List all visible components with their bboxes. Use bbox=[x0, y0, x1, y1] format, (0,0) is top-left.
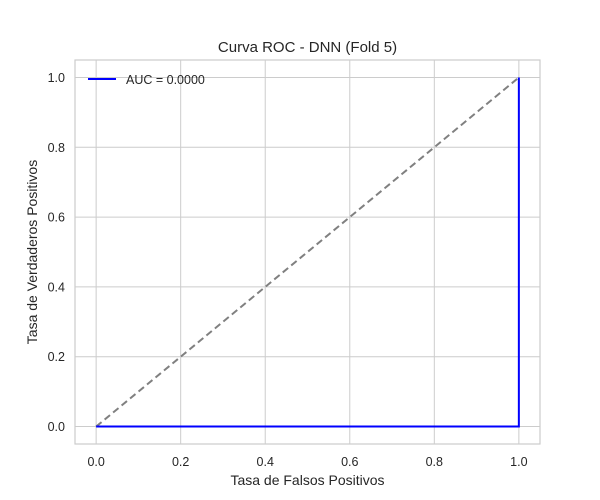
series-layer bbox=[95, 76, 520, 428]
chart-title: Curva ROC - DNN (Fold 5) bbox=[218, 39, 397, 56]
y-tick-label: 0.4 bbox=[48, 280, 65, 294]
legend: AUC = 0.0000 bbox=[88, 73, 205, 87]
y-tick-label: 0.6 bbox=[48, 211, 65, 225]
plot-frame bbox=[74, 59, 541, 445]
y-tick-label: 0.8 bbox=[48, 141, 65, 155]
roc-curve-line bbox=[96, 77, 520, 428]
x-tick-label: 0.2 bbox=[172, 455, 189, 469]
x-axis-label: Tasa de Falsos Positivos bbox=[230, 472, 384, 488]
y-axis-label: Tasa de Verdaderos Positivos bbox=[24, 160, 40, 344]
x-tick-label: 0.0 bbox=[87, 455, 104, 469]
grid-lines bbox=[75, 60, 540, 444]
y-tick-label: 0.2 bbox=[48, 350, 65, 364]
y-tick-label: 1.0 bbox=[48, 71, 65, 85]
y-tick-label: 0.0 bbox=[48, 420, 65, 434]
x-tick-label: 0.8 bbox=[426, 455, 443, 469]
x-tick-labels: 0.0 0.2 0.4 0.6 0.8 1.0 bbox=[87, 455, 527, 469]
y-tick-labels: 0.0 0.2 0.4 0.6 0.8 1.0 bbox=[48, 71, 65, 434]
legend-label-auc: AUC = 0.0000 bbox=[126, 73, 205, 87]
x-tick-label: 0.4 bbox=[257, 455, 274, 469]
chance-diagonal-line bbox=[95, 76, 520, 428]
x-tick-label: 1.0 bbox=[510, 455, 527, 469]
x-tick-label: 0.6 bbox=[341, 455, 358, 469]
